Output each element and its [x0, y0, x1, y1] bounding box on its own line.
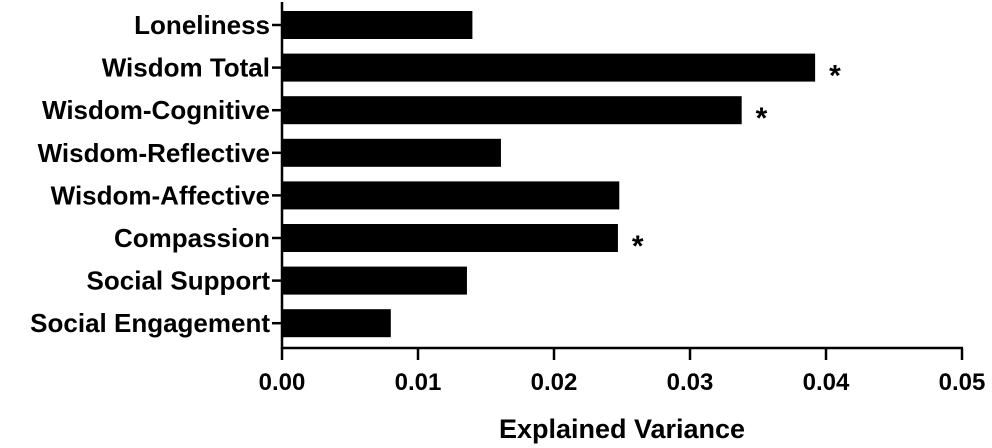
- category-label: Wisdom Total: [102, 53, 270, 83]
- category-label: Compassion: [114, 223, 270, 253]
- x-tick-label: 0.05: [939, 369, 986, 396]
- x-tick-label: 0.00: [259, 369, 306, 396]
- x-axis-title: Explained Variance: [499, 414, 745, 444]
- bar: [282, 181, 620, 210]
- bar: [282, 266, 467, 295]
- category-label: Social Support: [87, 266, 271, 296]
- category-label: Social Engagement: [30, 308, 270, 338]
- x-tick-label: 0.01: [395, 369, 442, 396]
- significance-marker: *: [829, 60, 841, 93]
- bar: [282, 309, 391, 338]
- significance-marker: *: [632, 230, 644, 263]
- bar: [282, 53, 816, 82]
- bar: [282, 96, 742, 125]
- labels: Loneliness Wisdom Total * Wisdom-Cognitive *…: [30, 10, 985, 396]
- x-tick-label: 0.04: [803, 369, 850, 396]
- category-label: Loneliness: [134, 10, 270, 40]
- x-tick-label: 0.02: [531, 369, 578, 396]
- bar: [282, 138, 501, 167]
- axes: [280, 2, 963, 350]
- bars: [282, 11, 816, 338]
- x-tick-label: 0.03: [667, 369, 714, 396]
- category-label: Wisdom-Affective: [51, 180, 270, 210]
- bar: [282, 11, 473, 39]
- bar: [282, 224, 618, 252]
- significance-marker: *: [756, 102, 768, 135]
- category-label: Wisdom-Cognitive: [42, 95, 270, 125]
- category-label: Wisdom-Reflective: [38, 138, 270, 168]
